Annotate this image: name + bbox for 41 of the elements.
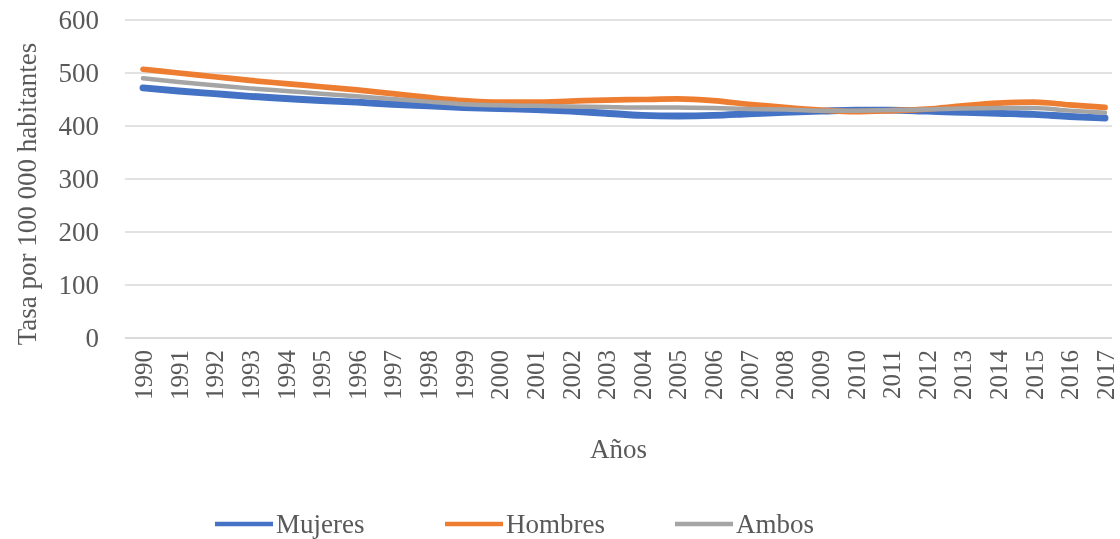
x-tick-label: 1993 <box>236 350 264 400</box>
x-tick-label: 1990 <box>130 350 157 400</box>
x-tick-label: 2016 <box>1056 350 1084 400</box>
legend-label: Hombres <box>506 509 605 539</box>
x-tick-label: 2005 <box>664 350 692 400</box>
legend-label: Ambos <box>736 509 815 539</box>
y-tick-label: 0 <box>85 323 99 354</box>
x-tick-label: 2004 <box>628 349 656 400</box>
x-tick-label: 2011 <box>878 350 906 400</box>
x-tick-label: 2014 <box>985 349 1013 400</box>
x-tick-label: 1999 <box>450 350 478 400</box>
x-tick-label: 1994 <box>272 349 300 400</box>
x-tick-label: 2007 <box>735 350 763 400</box>
x-tick-label: 2001 <box>521 350 549 400</box>
x-tick-label: 2017 <box>1092 350 1119 400</box>
x-axis-title: Años <box>589 434 648 464</box>
x-tick-label: 2000 <box>486 350 514 400</box>
x-tick-label: 2012 <box>913 350 941 400</box>
y-axis-title: Tasa por 100 000 habitantes <box>12 42 42 346</box>
x-tick-label: 2009 <box>806 350 834 400</box>
y-tick-label: 500 <box>58 58 99 89</box>
x-tick-label: 1995 <box>308 350 336 400</box>
x-tick-label: 2008 <box>771 350 799 400</box>
x-tick-label: 2015 <box>1020 350 1048 400</box>
x-tick-label: 1991 <box>165 350 193 400</box>
y-tick-label: 100 <box>58 270 99 301</box>
x-tick-label: 1998 <box>415 350 443 400</box>
x-tick-label: 1996 <box>343 350 371 400</box>
y-tick-label: 600 <box>58 5 99 36</box>
x-tick-label: 1992 <box>201 350 229 400</box>
legend-label: Mujeres <box>276 509 365 539</box>
y-tick-label: 400 <box>58 111 99 142</box>
y-tick-label: 200 <box>58 217 99 248</box>
line-series <box>140 76 1108 115</box>
x-tick-label: 2013 <box>949 350 977 400</box>
y-tick-label: 300 <box>58 164 99 195</box>
x-tick-label: 2003 <box>593 350 621 400</box>
x-tick-label: 1997 <box>379 350 407 400</box>
x-tick-label: 2010 <box>842 350 870 400</box>
x-tick-label: 2006 <box>700 350 728 400</box>
x-tick-label: 2002 <box>557 350 585 400</box>
